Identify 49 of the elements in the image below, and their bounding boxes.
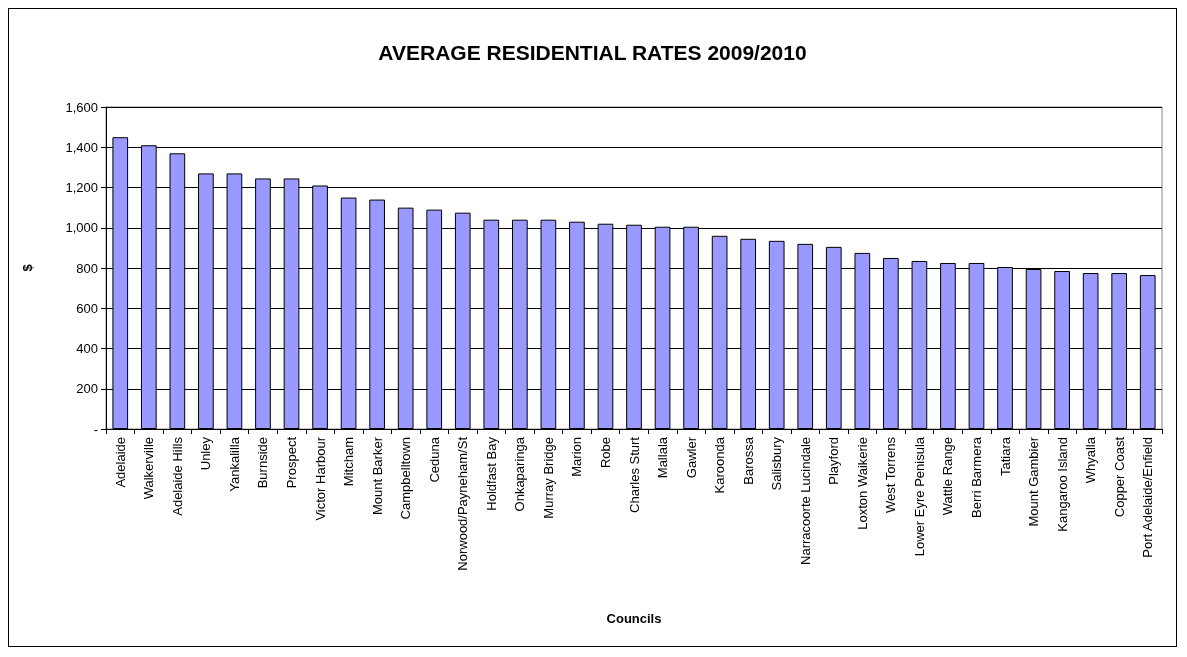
x-tick-label: Mallala (655, 436, 671, 479)
x-tick-label: Prospect (284, 436, 300, 489)
x-tick-label: Port Adelaide/Enfield (1140, 437, 1156, 558)
x-tick-label: Unley (198, 436, 214, 471)
y-tick-label: 200 (76, 381, 98, 397)
x-tick-label: Norwood/Payneham/St (455, 436, 471, 571)
x-tick-label: Loxton Waikerie (854, 437, 870, 530)
y-tick-label: 800 (76, 260, 98, 276)
x-tick-label: Mount Barker (369, 436, 385, 516)
x-tick-label: Victor Harbour (312, 436, 328, 521)
x-tick-label: Onkaparinga (512, 436, 528, 512)
x-tick-label: Burnside (255, 437, 271, 489)
y-tick-label: 1,400 (65, 139, 98, 155)
x-tick-label: Holdfast Bay (483, 436, 499, 511)
x-tick-label: Barossa (740, 436, 756, 485)
x-tick-label: Whyalla (1083, 436, 1099, 484)
x-tick-label: Adelaide Hills (169, 436, 185, 516)
x-tick-label: Charles Sturt (626, 436, 642, 513)
x-tick-label: Murray Bridge (540, 437, 556, 519)
x-tick-label: West Torrens (883, 436, 899, 514)
x-tick-label: Lower Eyre Penisula (911, 436, 927, 557)
y-tick-label: - (93, 421, 98, 437)
x-tick-label: Salisbury (769, 436, 785, 491)
x-tick-label: Walkerville (141, 437, 157, 500)
y-tick-label: 600 (76, 300, 98, 316)
y-tick-label: 400 (76, 341, 98, 356)
x-tick-label: Karoonda (712, 436, 728, 494)
x-tick-label: Tatiara (997, 436, 1013, 477)
x-tick-label: Marion (569, 437, 585, 477)
x-tick-label: Mount Gambier (1026, 436, 1042, 527)
x-tick-label: Playford (826, 437, 842, 485)
x-tick-label: Robe (597, 437, 613, 469)
y-tick-label: 1,600 (65, 99, 98, 115)
x-tick-label: Berri Barmera (968, 436, 984, 518)
x-tick-label: Narracoorte Lucindale (797, 437, 813, 565)
x-tick-label: Wattle Range (940, 437, 956, 516)
x-axis-title: Councils (606, 611, 662, 626)
x-tick-label: Copper Coast (1111, 436, 1127, 518)
x-tick-label: Adelaide (112, 437, 128, 488)
y-axis-title: $ (20, 263, 35, 272)
x-tick-label: Gawler (683, 436, 699, 479)
y-tick-label: 1,200 (65, 180, 98, 195)
x-tick-label: Ceduna (426, 436, 442, 483)
x-tick-label: Yankalilla (226, 436, 242, 492)
y-tick-label: 1,000 (65, 220, 98, 236)
chart-title: AVERAGE RESIDENTIAL RATES 2009/2010 (378, 41, 807, 64)
x-tick-label: Mitcham (341, 437, 357, 487)
x-tick-label: Kangaroo Island (1054, 437, 1070, 532)
x-tick-label: Campbelltown (398, 437, 414, 520)
